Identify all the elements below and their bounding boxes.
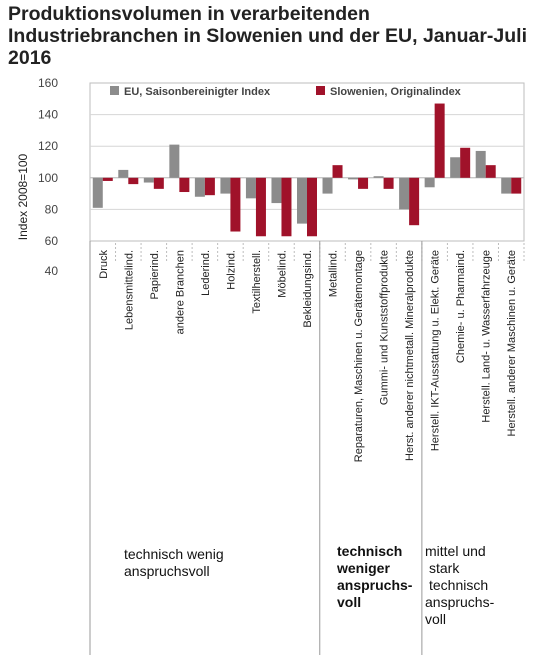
category-label: Möbelind. bbox=[276, 250, 288, 298]
bar-slovenia bbox=[102, 177, 113, 181]
bar-eu bbox=[501, 177, 512, 194]
group-label-line: voll bbox=[425, 611, 446, 627]
category-label: Gummi- und Kunststoffprodukte bbox=[379, 250, 391, 405]
bar-eu bbox=[475, 150, 486, 178]
bar-slovenia bbox=[485, 165, 496, 178]
group-label-line: technisch wenig bbox=[124, 546, 224, 562]
group-label-line: anspruchs- bbox=[425, 594, 495, 610]
category-labels: Druck Lebensmittelind. Papierind. andere Br… bbox=[89, 243, 525, 462]
bar-eu bbox=[424, 177, 435, 188]
bar-slovenia bbox=[434, 103, 445, 178]
bar-slovenia bbox=[307, 177, 317, 237]
bar-eu bbox=[322, 177, 333, 194]
bar-eu bbox=[194, 177, 205, 197]
group-label-line: weniger bbox=[336, 560, 390, 576]
bar-eu bbox=[373, 176, 384, 178]
group-label-line: mittel und bbox=[425, 543, 486, 559]
bar-eu bbox=[92, 177, 103, 208]
chart-title: Produktionsvolumen in verarbeitendenIndu… bbox=[8, 3, 527, 69]
bar-eu bbox=[348, 177, 359, 180]
category-label: Papierind. bbox=[149, 250, 161, 300]
legend: EU, Saisonbereinigter Index Slowenien, Or… bbox=[110, 86, 462, 98]
group-label-line: anspruchs- bbox=[337, 577, 413, 593]
group-label-line: anspruchsvoll bbox=[124, 563, 210, 579]
legend-label-eu: EU, Saisonbereinigter Index bbox=[124, 86, 271, 98]
category-label: Lederind. bbox=[200, 250, 212, 296]
bar-slovenia bbox=[409, 177, 420, 226]
bar-slovenia bbox=[511, 177, 522, 194]
bar-eu bbox=[143, 177, 154, 183]
bar-slovenia bbox=[153, 177, 164, 189]
category-groups: technisch weniganspruchsvolltechnischwen… bbox=[89, 241, 495, 655]
bar-eu bbox=[297, 177, 307, 224]
bar-eu bbox=[220, 177, 231, 194]
bar-slovenia bbox=[204, 177, 215, 196]
bar-eu bbox=[245, 177, 256, 199]
legend-label-slovenia: Slowenien, Originalindex bbox=[330, 86, 462, 98]
category-label: Herstell. Land- u. Wasserfahrzeuge bbox=[481, 250, 493, 423]
y-axis: 40 60 80 100 120 140 160 Index 2008=100 bbox=[16, 76, 58, 278]
bar-slovenia bbox=[179, 177, 190, 193]
y-tick-label: 160 bbox=[38, 76, 58, 90]
y-tick-label: 100 bbox=[38, 171, 58, 185]
bar-slovenia bbox=[460, 147, 471, 178]
category-label: Holzind. bbox=[225, 250, 237, 290]
y-tick-label: 120 bbox=[38, 139, 58, 153]
chart-title-line: Produktionsvolumen in verarbeitenden bbox=[8, 3, 370, 25]
bar-eu bbox=[450, 157, 461, 178]
legend-swatch-slovenia bbox=[316, 86, 325, 95]
category-label: andere Branchen bbox=[174, 250, 186, 334]
bar-slovenia bbox=[128, 177, 139, 185]
y-axis-label: Index 2008=100 bbox=[16, 153, 30, 240]
bar-slovenia bbox=[383, 177, 394, 189]
bar-eu bbox=[271, 177, 282, 204]
group-label-line: stark bbox=[429, 560, 460, 576]
y-tick-label: 140 bbox=[38, 108, 58, 122]
category-label: Herstell. IKT-Ausstattung u. Elekt. Gerä… bbox=[430, 250, 442, 451]
group-label-line: technisch bbox=[429, 577, 488, 593]
bar-slovenia bbox=[358, 177, 369, 189]
chart-title-line: 2016 bbox=[8, 47, 52, 69]
bar-slovenia bbox=[281, 177, 292, 237]
category-label: Reparaturen, Maschinen u. Gerätemontage bbox=[353, 250, 365, 462]
category-label: Bekleidungsind. bbox=[302, 250, 314, 328]
bar-eu bbox=[118, 169, 129, 178]
y-tick-label: 60 bbox=[45, 234, 59, 248]
bar-slovenia bbox=[255, 177, 266, 237]
category-label: Metallind. bbox=[328, 250, 340, 297]
bar-eu bbox=[399, 177, 410, 210]
category-label: Druck bbox=[98, 250, 110, 279]
group-label-line: voll bbox=[337, 594, 361, 610]
chart-title-line: Industriebranchen in Slowenien und der E… bbox=[8, 25, 527, 47]
category-label: Lebensmittelind. bbox=[123, 250, 135, 330]
bar-eu bbox=[169, 144, 180, 178]
y-tick-label: 40 bbox=[45, 264, 59, 278]
category-label: Herstell. anderer Maschinen u. Geräte bbox=[506, 250, 518, 436]
bar-slovenia bbox=[230, 177, 241, 232]
legend-swatch-eu bbox=[110, 86, 119, 95]
category-label: Chemie- u. Pharmaind. bbox=[455, 250, 467, 363]
category-label: Herst. anderer nichtmetall. Mineralprodu… bbox=[404, 250, 416, 461]
bars bbox=[92, 103, 522, 237]
group-label-line: technisch bbox=[337, 543, 402, 559]
y-tick-label: 80 bbox=[45, 202, 59, 216]
bar-slovenia bbox=[332, 165, 343, 178]
category-label: Textilherstell. bbox=[251, 250, 263, 314]
